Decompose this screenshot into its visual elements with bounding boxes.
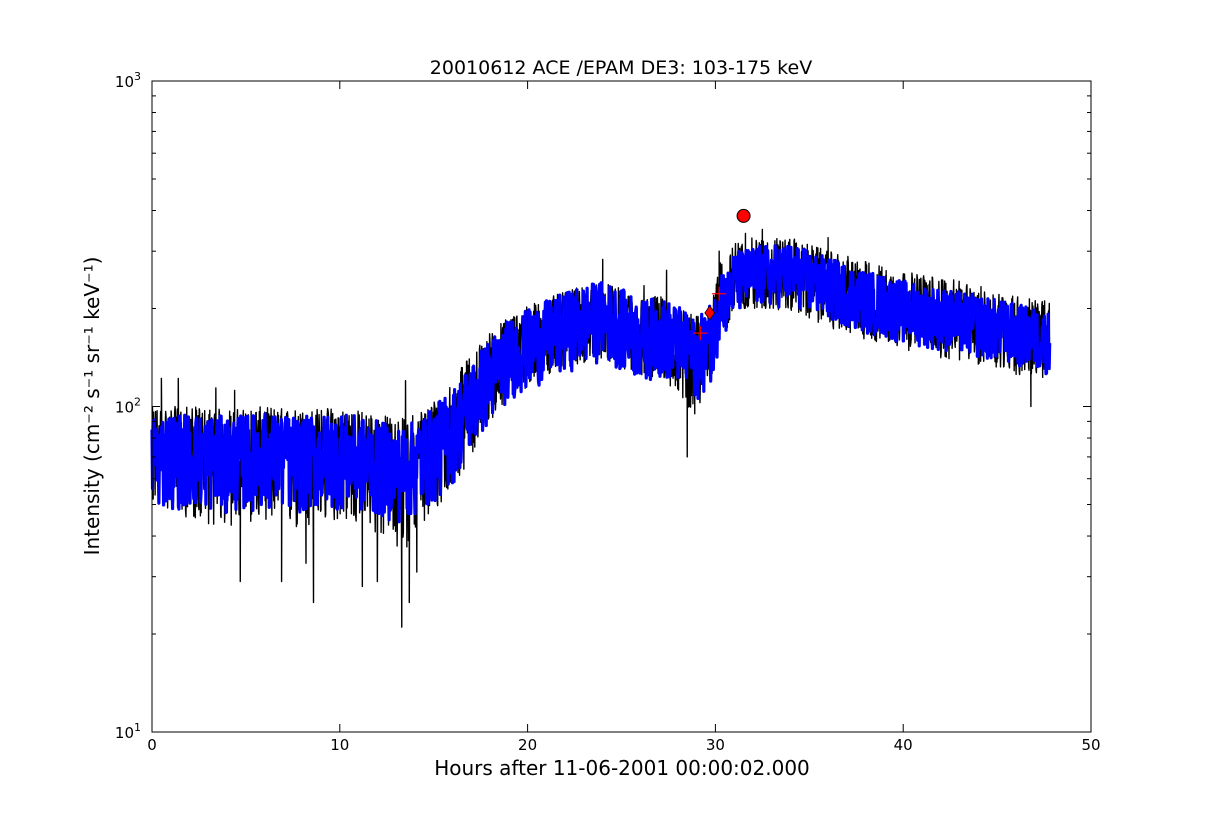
marker-diamond: [704, 305, 716, 321]
marker-circle: [736, 208, 751, 223]
series-smoothed-line: [150, 244, 1052, 524]
y-tick-label: 102: [115, 396, 141, 417]
y-tick-label: 101: [115, 721, 141, 742]
marker-plus-1: [712, 286, 727, 301]
x-tick-label: 40: [894, 736, 913, 754]
x-tick-label: 10: [330, 736, 349, 754]
x-tick-label: 20: [518, 736, 537, 754]
ticks-layer: 0 10 20 30 40 50 101 102 103: [115, 70, 1101, 754]
x-tick-label: 0: [147, 736, 157, 754]
y-axis-label: Intensity (cm⁻² s⁻¹ sr⁻¹ keV⁻¹): [80, 257, 104, 556]
marker-plus-0: [693, 326, 708, 341]
chart-title: 20010612 ACE /EPAM DE3: 103-175 keV: [430, 57, 812, 79]
x-tick-label: 50: [1081, 736, 1100, 754]
y-tick-label: 103: [115, 70, 141, 91]
data-layer: [150, 208, 1052, 628]
x-tick-label: 30: [706, 736, 725, 754]
x-axis-label: Hours after 11-06-2001 00:00:02.000: [434, 756, 810, 780]
